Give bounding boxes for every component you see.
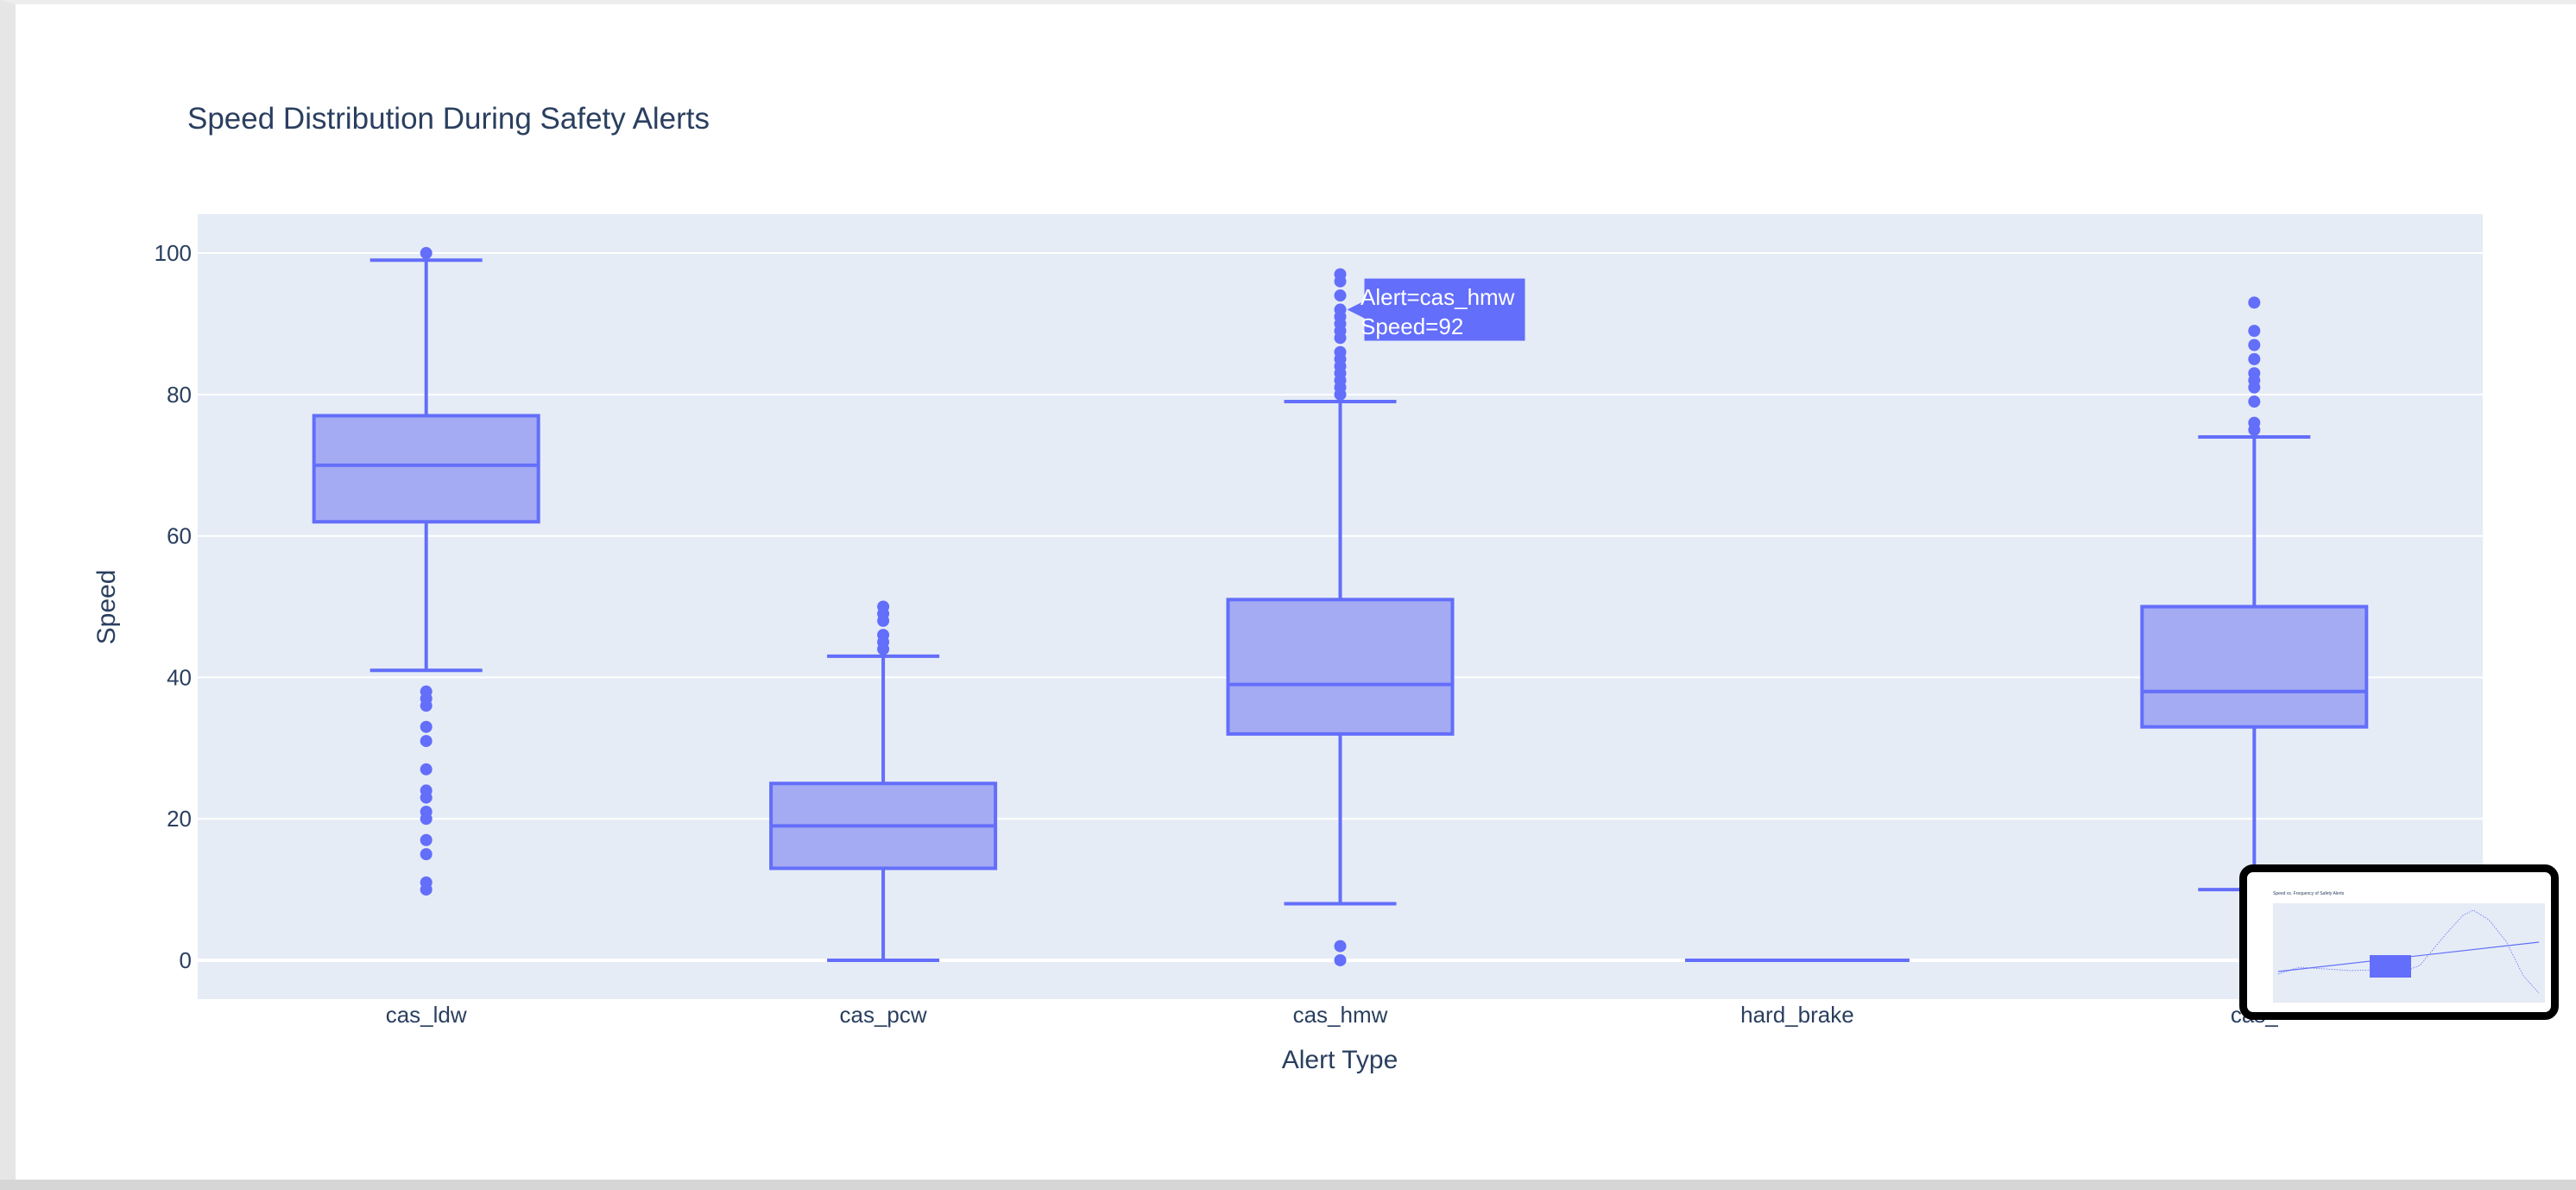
y-axis-ticks: 0 20 40 60 80 100 (155, 240, 192, 973)
outlier-point (2248, 352, 2261, 365)
outlier-point (2248, 396, 2261, 408)
outlier-point (420, 247, 432, 260)
y-tick-label-60: 60 (167, 523, 192, 549)
box-cas_hmw (1226, 268, 1455, 966)
tooltip-box (1364, 278, 1525, 341)
hover-tooltip: Alert=cas_hmw Speed=92 (1347, 278, 1525, 341)
box-cas_ (2140, 296, 2369, 892)
x-tick-label-cas_pcw: cas_pcw (840, 1002, 927, 1028)
box-iqr (1226, 598, 1455, 736)
outlier-point (420, 883, 432, 896)
y-tick-label-80: 80 (167, 382, 192, 408)
x-tick-label-hard_brake: hard_brake (1740, 1002, 1854, 1028)
x-axis-title: Alert Type (1282, 1046, 1398, 1074)
y-tick-label-40: 40 (167, 664, 192, 690)
box-cas_ldw (312, 247, 540, 896)
screenshot-thumbnail-preview[interactable]: Speed vs. Frequency of Safety Alerts (2239, 864, 2559, 1020)
outlier-point (1334, 275, 1347, 288)
thumbnail-chart: Speed vs. Frequency of Safety Alerts (2273, 891, 2545, 1003)
outlier-point (420, 699, 432, 712)
outlier-point (1334, 289, 1347, 302)
outlier-point (420, 735, 432, 748)
outlier-point (2248, 296, 2261, 309)
outlier-point (2248, 325, 2261, 338)
outlier-point (420, 848, 432, 861)
outlier-point (877, 614, 890, 627)
outlier-point (2248, 381, 2261, 394)
thumbnail-title: Speed vs. Frequency of Safety Alerts (2273, 891, 2345, 896)
y-tick-label-100: 100 (155, 240, 192, 266)
outlier-point (420, 833, 432, 846)
outlier-point (1334, 388, 1347, 401)
box-plots (312, 247, 2369, 966)
outlier-point (420, 720, 432, 733)
chart-title: Speed Distribution During Safety Alerts (187, 102, 710, 136)
x-tick-label-cas_hmw: cas_hmw (1293, 1002, 1388, 1028)
outlier-point (420, 791, 432, 804)
y-tick-label-0: 0 (180, 947, 192, 973)
tooltip-pointer (1347, 301, 1365, 319)
outlier-point (2248, 339, 2261, 351)
outlier-point (2248, 423, 2261, 436)
box-cas_pcw (769, 600, 998, 962)
thumbnail-plot-area (2273, 903, 2545, 1003)
x-tick-label-cas_ldw: cas_ldw (386, 1002, 467, 1028)
outlier-point (420, 813, 432, 826)
tooltip-line-2: Speed=92 (1361, 313, 1463, 339)
tooltip-line-1: Alert=cas_hmw (1361, 284, 1515, 310)
y-axis-title: Speed (92, 570, 121, 645)
outlier-point (877, 642, 890, 655)
outlier-point (420, 763, 432, 775)
box-iqr (2140, 604, 2369, 729)
thumbnail-series-line (2277, 909, 2540, 994)
box-iqr (312, 414, 540, 524)
y-tick-label-20: 20 (167, 806, 192, 832)
outlier-point (1334, 940, 1347, 953)
outlier-point (1334, 953, 1347, 966)
outlier-point (1334, 332, 1347, 345)
thumbnail-tooltip (2370, 955, 2411, 978)
